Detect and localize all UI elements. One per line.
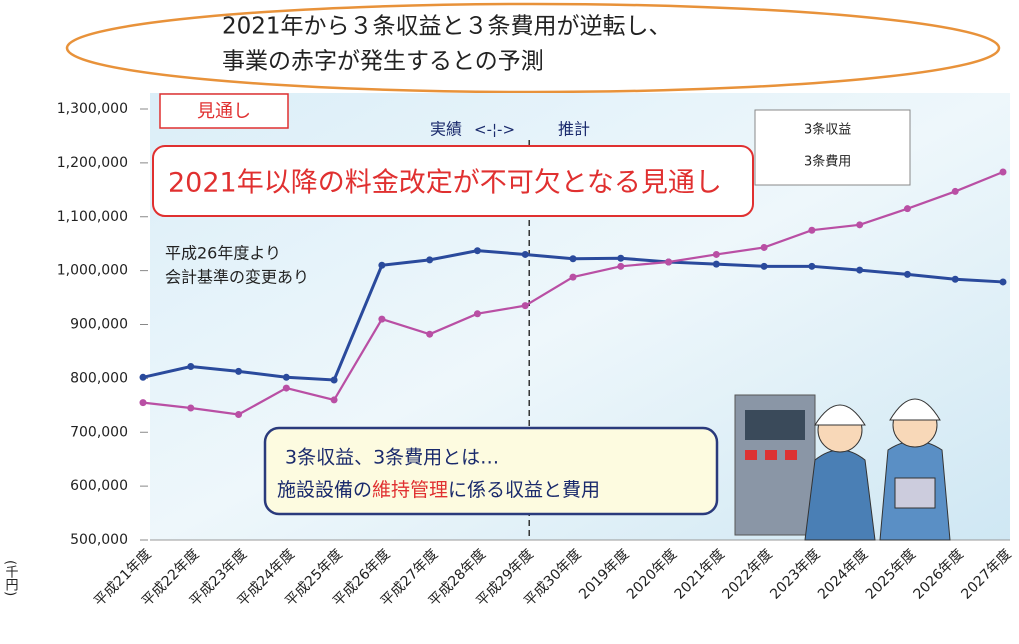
x-tick-label: 2024年度 xyxy=(815,546,871,602)
point xyxy=(761,244,768,251)
period-label: 推計 xyxy=(558,120,590,139)
y-tick-label: 1,000,000 xyxy=(57,263,128,279)
point xyxy=(187,405,194,412)
x-tick-label: 2027年度 xyxy=(958,546,1014,602)
point xyxy=(761,263,768,270)
y-tick-label: 500,000 xyxy=(70,532,128,548)
tablet xyxy=(895,478,935,508)
point xyxy=(570,274,577,281)
point xyxy=(856,267,863,274)
illustration xyxy=(735,395,950,540)
point xyxy=(140,374,147,381)
point xyxy=(283,385,290,392)
worker-body xyxy=(805,450,875,540)
x-tick-label: 2021年度 xyxy=(672,546,728,602)
point xyxy=(904,205,911,212)
point xyxy=(187,363,194,370)
y-tick-label: 1,300,000 xyxy=(57,101,128,117)
point xyxy=(713,261,720,268)
point xyxy=(522,302,529,309)
y-tick-label: 700,000 xyxy=(70,424,128,440)
legend-label: 3条収益 xyxy=(804,122,851,138)
y-axis-label: (千円) xyxy=(3,560,19,596)
y-tick-label: 1,200,000 xyxy=(57,155,128,171)
x-tick-label: 2023年度 xyxy=(767,546,823,602)
y-tick-label: 800,000 xyxy=(70,370,128,386)
point xyxy=(331,376,338,383)
x-tick-label: 2019年度 xyxy=(576,546,632,602)
point xyxy=(378,262,385,269)
point xyxy=(426,331,433,338)
machine-button xyxy=(785,450,797,460)
point xyxy=(331,396,338,403)
point xyxy=(952,188,959,195)
definition-part: に係る収益と費用 xyxy=(448,479,600,501)
legend xyxy=(755,110,910,185)
callout: 2021年以降の料金改定が不可欠となる見通し xyxy=(168,168,722,199)
point xyxy=(474,310,481,317)
definition-part: 施設設備の xyxy=(277,479,372,501)
point xyxy=(617,263,624,270)
period-label: 実績 xyxy=(430,120,462,139)
point xyxy=(1000,278,1007,285)
definition-line: 3条収益、3条費用とは… xyxy=(285,447,499,469)
point xyxy=(617,255,624,262)
point xyxy=(1000,169,1007,176)
machine-button xyxy=(745,450,757,460)
x-tick-label: 2025年度 xyxy=(863,546,919,602)
note: 平成26年度より xyxy=(165,244,281,263)
badge: 見通し xyxy=(197,101,251,122)
point xyxy=(426,256,433,263)
point xyxy=(474,247,481,254)
point xyxy=(952,276,959,283)
header-line: 事業の赤字が発生するとの予測 xyxy=(222,49,544,75)
definition-box xyxy=(265,428,717,514)
x-tick-label: 2020年度 xyxy=(624,546,680,602)
machine-button xyxy=(765,450,777,460)
point xyxy=(378,316,385,323)
point xyxy=(808,263,815,270)
point xyxy=(713,251,720,258)
point xyxy=(904,271,911,278)
legend-label: 3条費用 xyxy=(804,154,851,170)
point xyxy=(856,221,863,228)
y-tick-label: 900,000 xyxy=(70,317,128,333)
point xyxy=(522,251,529,258)
point xyxy=(235,368,242,375)
header-line: 2021年から３条収益と３条費用が逆転し、 xyxy=(222,14,672,40)
note: 会計基準の変更あり xyxy=(165,268,309,287)
period-arrow: <-¦-> xyxy=(474,121,515,139)
x-tick-label: 2026年度 xyxy=(911,546,967,602)
y-tick-label: 1,100,000 xyxy=(57,209,128,225)
point xyxy=(808,227,815,234)
point xyxy=(235,411,242,418)
chart: 2021年から３条収益と３条費用が逆転し、 事業の赤字が発生するとの予測 500… xyxy=(0,0,1019,644)
point xyxy=(283,374,290,381)
point xyxy=(570,255,577,262)
definition-emphasis: 維持管理 xyxy=(372,479,448,501)
machine-screen xyxy=(745,410,805,440)
y-tick-label: 600,000 xyxy=(70,478,128,494)
x-tick-label: 2022年度 xyxy=(719,546,775,602)
definition-line: 施設設備の維持管理に係る収益と費用 xyxy=(277,479,600,501)
point xyxy=(140,399,147,406)
point xyxy=(665,259,672,266)
